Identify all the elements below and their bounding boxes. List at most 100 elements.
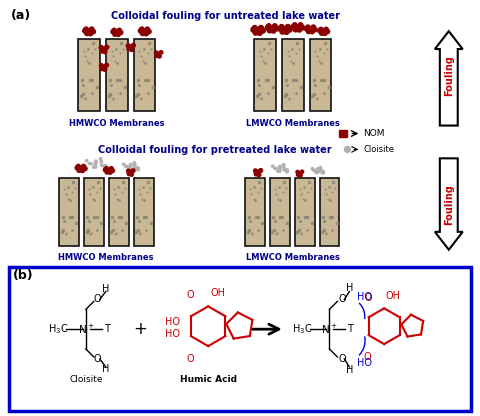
Bar: [78, 39, 100, 111]
Circle shape: [129, 166, 132, 169]
Circle shape: [320, 31, 324, 35]
Circle shape: [130, 168, 132, 171]
Circle shape: [322, 171, 324, 173]
Circle shape: [156, 52, 160, 56]
Circle shape: [113, 32, 117, 36]
Circle shape: [105, 170, 109, 174]
Circle shape: [257, 30, 262, 35]
Circle shape: [253, 30, 258, 35]
Circle shape: [111, 169, 115, 173]
Circle shape: [147, 30, 151, 34]
Circle shape: [84, 31, 89, 35]
Text: T: T: [104, 324, 109, 334]
Circle shape: [85, 159, 88, 162]
Circle shape: [138, 29, 143, 33]
Circle shape: [105, 166, 108, 171]
Text: HO: HO: [165, 317, 180, 327]
Circle shape: [275, 168, 277, 170]
Circle shape: [95, 166, 97, 168]
Circle shape: [92, 166, 94, 168]
Circle shape: [293, 27, 298, 32]
Circle shape: [298, 23, 303, 27]
Circle shape: [144, 31, 148, 36]
Circle shape: [83, 166, 87, 171]
Text: H$_3$C: H$_3$C: [48, 322, 69, 336]
Circle shape: [322, 29, 325, 33]
Circle shape: [257, 173, 261, 176]
Circle shape: [80, 168, 84, 173]
Text: Colloidal fouling for pretreated lake water: Colloidal fouling for pretreated lake wa…: [98, 146, 332, 156]
Circle shape: [155, 54, 158, 57]
Text: Cloisite: Cloisite: [69, 375, 103, 384]
Circle shape: [82, 164, 85, 168]
Circle shape: [111, 30, 115, 34]
Circle shape: [128, 168, 130, 171]
Bar: [254, 39, 276, 111]
Circle shape: [298, 171, 301, 175]
Circle shape: [282, 27, 287, 32]
Text: H$_3$C: H$_3$C: [292, 322, 312, 336]
Circle shape: [100, 164, 103, 166]
Circle shape: [91, 30, 96, 34]
Text: O: O: [94, 354, 101, 364]
Circle shape: [286, 169, 288, 171]
Text: +: +: [133, 320, 147, 338]
Text: OH: OH: [385, 291, 401, 301]
Circle shape: [313, 27, 317, 32]
Circle shape: [309, 27, 313, 31]
Bar: [106, 39, 128, 111]
Circle shape: [75, 166, 79, 170]
Circle shape: [310, 30, 314, 34]
Circle shape: [88, 31, 93, 36]
Circle shape: [286, 170, 288, 173]
Text: HMWCO Membranes: HMWCO Membranes: [58, 253, 154, 262]
Circle shape: [133, 161, 136, 164]
Circle shape: [104, 165, 106, 167]
Text: O: O: [94, 295, 101, 305]
Circle shape: [265, 25, 270, 30]
Text: H: H: [102, 364, 109, 374]
Circle shape: [278, 26, 283, 31]
Circle shape: [306, 29, 311, 34]
Text: H: H: [346, 365, 353, 375]
Circle shape: [103, 50, 107, 54]
Text: Colloidal fouling for untreated lake water: Colloidal fouling for untreated lake wat…: [110, 11, 339, 21]
Circle shape: [299, 174, 302, 177]
Text: O: O: [187, 290, 194, 300]
Circle shape: [277, 170, 279, 172]
Text: OH: OH: [211, 288, 226, 298]
Circle shape: [109, 166, 113, 171]
Circle shape: [292, 23, 297, 27]
Circle shape: [155, 51, 158, 54]
Circle shape: [112, 28, 116, 32]
Circle shape: [104, 166, 106, 168]
Circle shape: [83, 29, 87, 33]
Circle shape: [130, 47, 133, 52]
Bar: [310, 39, 332, 111]
Circle shape: [279, 25, 284, 30]
Circle shape: [143, 29, 147, 33]
Circle shape: [76, 164, 80, 168]
Circle shape: [273, 24, 277, 28]
Circle shape: [129, 171, 132, 174]
Circle shape: [256, 170, 260, 174]
Text: N$^+$: N$^+$: [321, 323, 338, 336]
Circle shape: [130, 173, 133, 176]
Text: HMWCO Membranes: HMWCO Membranes: [69, 119, 165, 128]
Text: LMWCO Membranes: LMWCO Membranes: [246, 253, 340, 262]
Circle shape: [145, 27, 150, 31]
Text: HO: HO: [357, 292, 372, 302]
Text: Humic Acid: Humic Acid: [180, 375, 237, 384]
Bar: [295, 178, 314, 246]
Circle shape: [89, 27, 94, 31]
Circle shape: [320, 170, 322, 173]
Circle shape: [126, 44, 130, 47]
Text: HO: HO: [165, 329, 180, 339]
Circle shape: [319, 166, 322, 169]
Circle shape: [322, 171, 324, 173]
Circle shape: [100, 67, 104, 71]
Circle shape: [140, 27, 144, 31]
Circle shape: [115, 30, 119, 34]
Circle shape: [100, 49, 104, 53]
Circle shape: [125, 165, 127, 168]
